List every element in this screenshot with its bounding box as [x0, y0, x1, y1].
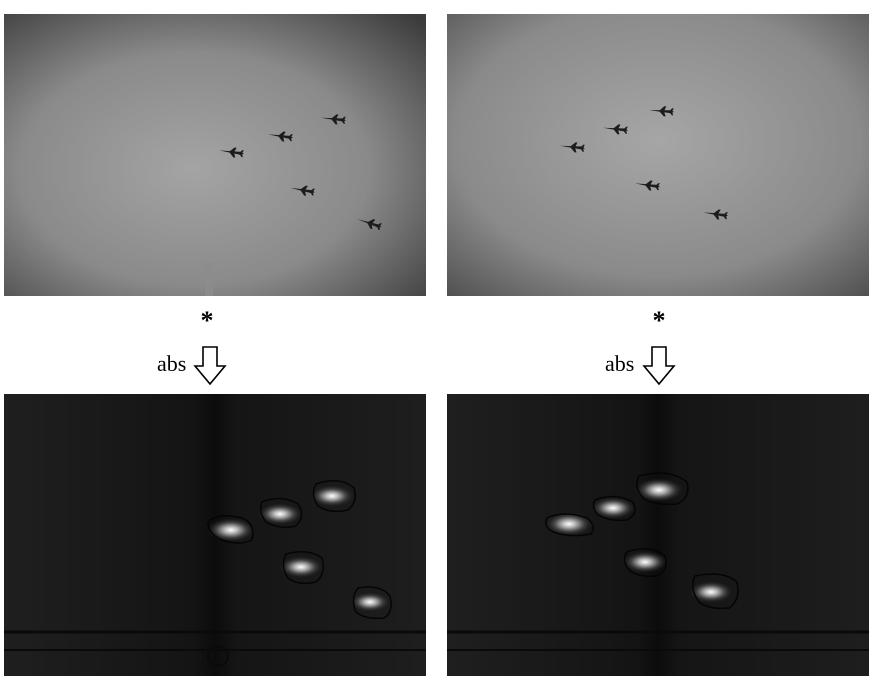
- down-arrow-icon: [642, 346, 676, 386]
- top-right-input-image: [447, 14, 869, 296]
- bottom-left-response-map: [4, 394, 426, 676]
- abs-label-right: abs: [605, 351, 635, 376]
- response-blob-3: [310, 480, 356, 513]
- response-blob-4: [623, 548, 667, 578]
- sky-background: [4, 14, 426, 296]
- response-blob-3: [635, 472, 689, 506]
- response-blob-5: [689, 573, 739, 610]
- top-left-input-image: [4, 14, 426, 296]
- convolution-operator-left: *: [200, 306, 214, 335]
- top-left-image-canvas: [4, 14, 426, 296]
- pole: [205, 262, 213, 296]
- bottom-right-response-map: [447, 394, 869, 676]
- abs-label-left: abs: [157, 351, 187, 376]
- map-background: [447, 394, 869, 676]
- down-arrow-icon: [193, 346, 227, 386]
- response-blob-4: [279, 551, 324, 585]
- response-blob-5: [350, 586, 392, 620]
- bottom-right-map-canvas: [447, 394, 869, 676]
- top-right-image-canvas: [447, 14, 869, 296]
- bottom-left-map-canvas: [4, 394, 426, 676]
- response-blob-1: [207, 515, 255, 544]
- response-blob-2: [258, 497, 303, 529]
- sky-background: [447, 14, 869, 296]
- convolution-operator-right: *: [652, 306, 666, 335]
- response-blob-1: [545, 512, 594, 537]
- response-blob-2: [591, 495, 636, 522]
